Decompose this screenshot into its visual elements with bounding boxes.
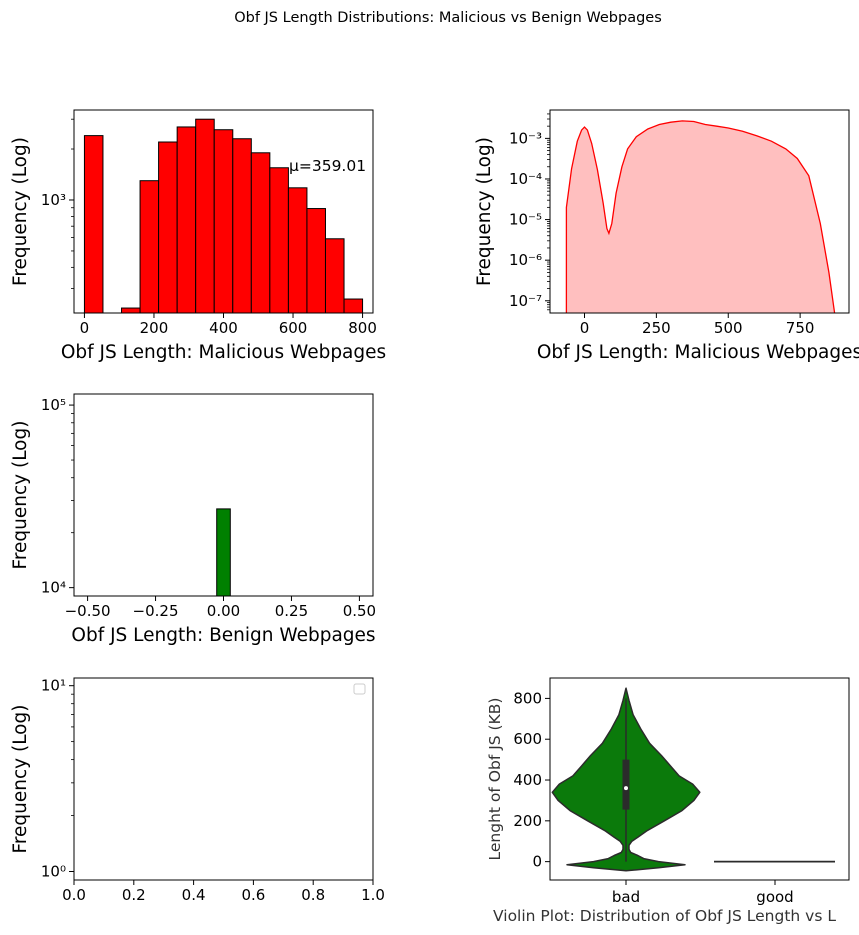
- violin-iqr-box: [622, 759, 630, 810]
- histogram-bar: [195, 118, 215, 314]
- mean-annotation: μ=359.01: [289, 157, 366, 175]
- empty-axes-panel: 0.0 0.2 0.4 0.6 0.8 1.0 10⁰ 10¹ Frequency (Log): [10, 677, 385, 904]
- axes-frame: [549, 677, 850, 881]
- y-tick-label: 600: [513, 730, 542, 748]
- x-tick-label: −0.50: [65, 602, 111, 620]
- panels: 0 200 400 600 800 10³ μ=359.01 Obf JS Length: M…: [10, 109, 859, 925]
- y-tick-label: 10³: [41, 191, 66, 209]
- x-tick-label: 200: [140, 319, 169, 337]
- x-tick-label: 0.00: [207, 602, 240, 620]
- y-axis-label: Frequency (Log): [10, 705, 31, 854]
- kde-fill: [566, 120, 835, 313]
- y-tick-label: 10⁵: [41, 396, 66, 414]
- y-tick-label: 10⁻⁷: [509, 292, 542, 310]
- x-tick-label: 0: [80, 319, 90, 337]
- histogram-bar: [287, 187, 308, 314]
- y-tick-label: 10⁻⁵: [509, 211, 542, 229]
- y-tick-label: 0: [532, 853, 542, 871]
- histogram-bar: [269, 167, 289, 314]
- malicious-histogram-panel: 0 200 400 600 800 10³ μ=359.01 Obf JS Length: M…: [10, 109, 386, 363]
- x-tick-label: −0.25: [133, 602, 179, 620]
- y-axis-label: Frequency (Log): [474, 137, 495, 286]
- histogram-bar: [216, 508, 231, 597]
- x-tick-label: good: [756, 888, 793, 906]
- x-axis-label: Violin Plot: Distribution of Obf JS Leng…: [493, 907, 836, 925]
- x-tick-label: 500: [714, 319, 743, 337]
- x-axis-label: Obf JS Length: Benign Webpages: [71, 625, 375, 646]
- x-tick-label: 400: [209, 319, 238, 337]
- x-tick-label: 0.2: [122, 886, 146, 904]
- x-tick-label: 0.8: [301, 886, 325, 904]
- y-tick-label: 10⁻⁶: [509, 251, 542, 269]
- x-axis-label: Obf JS Length: Malicious Webpages: [537, 342, 859, 363]
- malicious-kde-panel: 0 250 500 750 10⁻⁷ 10⁻⁶ 10⁻⁵ 10⁻⁴ 10⁻³ Obf JS Len…: [474, 109, 859, 363]
- histogram-bar: [324, 238, 345, 314]
- y-tick-label: 10⁰: [41, 862, 66, 880]
- x-tick-label: 0: [580, 319, 590, 337]
- axes-frame: [549, 109, 850, 314]
- histogram-bar: [306, 208, 326, 314]
- histogram-bar: [83, 135, 104, 314]
- histogram-bar: [176, 126, 197, 314]
- histogram-bar: [232, 138, 252, 314]
- x-tick-label: 0.6: [241, 886, 265, 904]
- x-tick-label: 0.4: [182, 886, 206, 904]
- x-tick-label: bad: [612, 888, 640, 906]
- violin-median: [624, 786, 628, 791]
- y-axis-label: Frequency (Log): [10, 137, 31, 286]
- x-tick-label: 0.25: [275, 602, 308, 620]
- x-tick-label: 600: [279, 319, 308, 337]
- histogram-bar: [213, 129, 234, 314]
- x-axis-label: Obf JS Length: Malicious Webpages: [61, 342, 386, 363]
- x-tick-label: 0.0: [62, 886, 86, 904]
- x-tick-label: 0.50: [343, 602, 376, 620]
- y-tick-label: 10⁻³: [509, 129, 542, 147]
- histogram-bar: [158, 141, 178, 314]
- y-tick-label: 10⁴: [41, 579, 66, 597]
- y-tick-label: 200: [513, 812, 542, 830]
- x-tick-label: 1.0: [361, 886, 385, 904]
- kde-series: [565, 120, 836, 313]
- y-axis-label: Lenght of Obf JS (KB): [486, 698, 504, 861]
- y-tick-label: 10⁻⁴: [509, 170, 542, 188]
- y-tick-label: 400: [513, 771, 542, 789]
- y-tick-label: 10¹: [41, 677, 66, 695]
- figure-title: Obf JS Length Distributions: Malicious v…: [234, 10, 662, 26]
- kde-line: [565, 120, 836, 313]
- y-tick-label: 800: [513, 689, 542, 707]
- empty-legend: [353, 683, 366, 695]
- histogram-bar: [343, 298, 364, 314]
- x-tick-label: 750: [786, 319, 815, 337]
- violin-panel: bad good 0 200 400 600 800 Violin Plot: Distrib…: [486, 677, 850, 925]
- histogram-bar: [121, 307, 141, 314]
- axes-frame: [73, 677, 374, 881]
- x-tick-label: 250: [642, 319, 671, 337]
- histogram-bar: [250, 152, 271, 314]
- x-tick-label: 800: [348, 319, 377, 337]
- y-axis-label: Frequency (Log): [10, 421, 31, 570]
- benign-histogram-panel: −0.50 −0.25 0.00 0.25 0.50 10⁴ 10⁵ Obf JS Lengt…: [10, 393, 376, 646]
- histogram-bar: [139, 180, 160, 314]
